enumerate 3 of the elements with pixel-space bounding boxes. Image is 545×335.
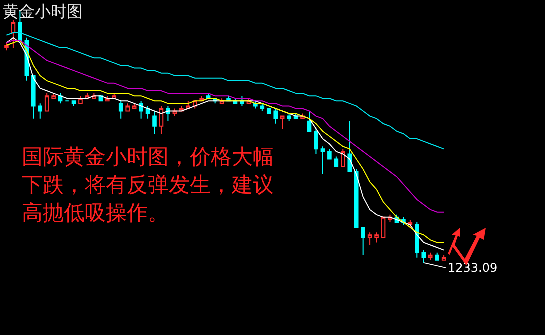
annotation: 国际黄金小时图，价格大幅下跌，将有反弹发生，建议高抛低吸操作。 [22,144,275,227]
text: 1233.09 [448,261,498,275]
chart-title: 黄金小时图 [3,2,83,23]
